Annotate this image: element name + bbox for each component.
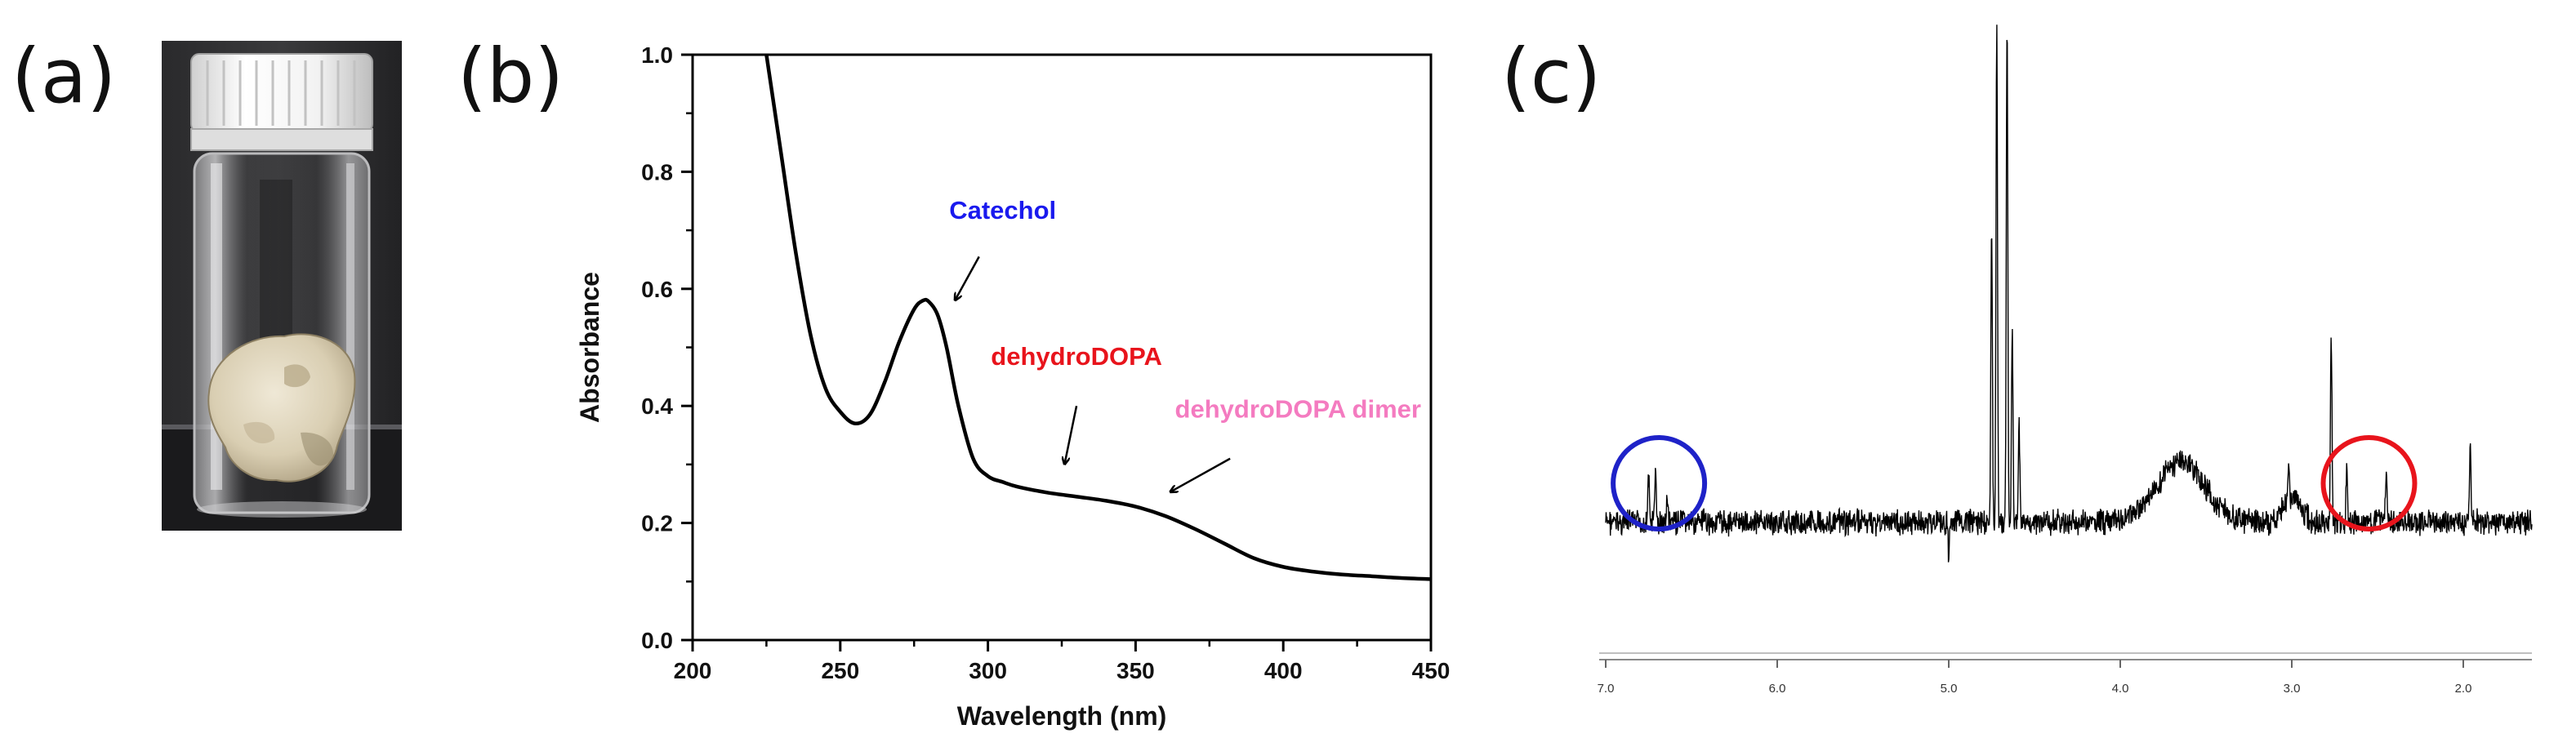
y-tick-label: 0.2 bbox=[641, 511, 673, 536]
x-tick-label: 450 bbox=[1412, 658, 1451, 683]
x-tick-label: 400 bbox=[1264, 658, 1303, 683]
annotation-0-label: Catechol bbox=[949, 196, 1056, 225]
nmr-tick-label: 6.0 bbox=[1769, 682, 1786, 696]
vial-with-sample-icon bbox=[162, 41, 402, 531]
x-tick-label: 350 bbox=[1116, 658, 1155, 683]
absorbance-line bbox=[764, 54, 1432, 581]
nmr-tick-label: 7.0 bbox=[1598, 682, 1615, 696]
nmr-tick-label: 4.0 bbox=[2112, 682, 2129, 696]
highlight-circle-0 bbox=[1611, 435, 1708, 531]
x-axis-title: Wavelength (nm) bbox=[957, 701, 1167, 731]
panel-label-a: (a) bbox=[11, 33, 117, 120]
annotation-2-arrow bbox=[1171, 457, 1231, 491]
nmr-trace bbox=[1605, 24, 2533, 562]
y-tick-label: 0.6 bbox=[641, 277, 673, 302]
y-axis-title: Absorbance bbox=[575, 272, 604, 423]
sample-vial-photo bbox=[162, 41, 402, 531]
nmr-tick-label: 2.0 bbox=[2455, 682, 2472, 696]
nmr-tick-label: 5.0 bbox=[1941, 682, 1958, 696]
x-tick-label: 200 bbox=[674, 658, 712, 683]
x-tick-label: 300 bbox=[969, 658, 1007, 683]
y-tick-label: 0.0 bbox=[641, 628, 673, 653]
annotation-1-label: dehydroDOPA bbox=[991, 342, 1162, 371]
annotation-0-arrow bbox=[956, 256, 980, 300]
highlight-circle-1 bbox=[2320, 435, 2418, 531]
y-tick-label: 1.0 bbox=[641, 42, 673, 68]
panel-label-c: (c) bbox=[1501, 33, 1602, 120]
annotation-1-arrow bbox=[1065, 405, 1078, 463]
nmr-tick-label: 3.0 bbox=[2284, 682, 2301, 696]
y-tick-label: 0.8 bbox=[641, 159, 673, 185]
panel-label-b: (b) bbox=[457, 33, 564, 120]
y-tick-label: 0.4 bbox=[641, 394, 673, 419]
x-tick-label: 250 bbox=[821, 658, 859, 683]
annotation-2-label: dehydroDOPA dimer bbox=[1175, 395, 1421, 424]
